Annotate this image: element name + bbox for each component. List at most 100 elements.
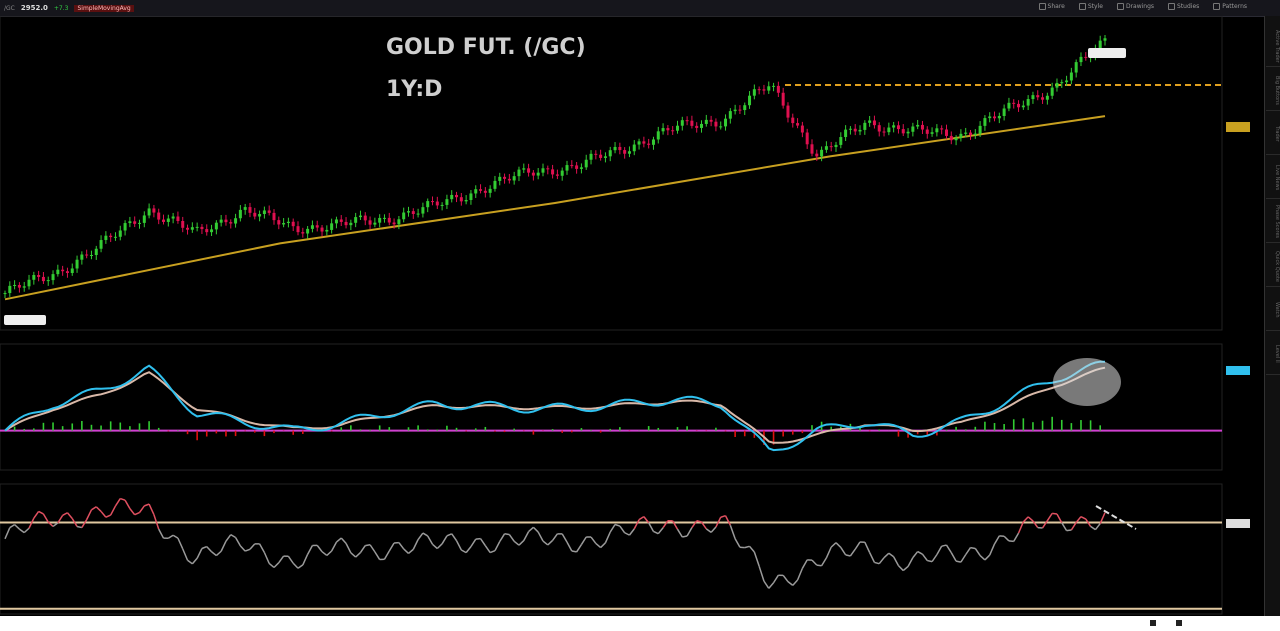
- rsi-segment: [234, 537, 242, 547]
- rsi-segment: [76, 525, 83, 529]
- candle-body: [27, 279, 31, 287]
- candle-body: [1060, 82, 1064, 84]
- rsi-segment: [792, 579, 799, 586]
- annotation-subtitle: 1Y:D: [386, 77, 442, 102]
- candle-body: [166, 218, 170, 222]
- candle-body: [3, 293, 7, 295]
- rsi-segment: [604, 531, 611, 544]
- candle-body: [320, 227, 324, 232]
- candle-body: [435, 201, 439, 206]
- candle-body: [99, 240, 103, 249]
- share-button[interactable]: Share: [1036, 2, 1068, 11]
- candle-body: [272, 212, 276, 221]
- candle-body: [181, 220, 185, 228]
- rsi-segment: [167, 534, 174, 539]
- rsi-segment: [974, 548, 981, 556]
- candle-body: [800, 125, 804, 133]
- candle-body: [661, 128, 665, 132]
- chart-area[interactable]: GOLD FUT. (/GC) 1Y:D: [0, 16, 1264, 616]
- candle-body: [344, 221, 348, 226]
- rsi-segment: [263, 552, 270, 564]
- candle-body: [949, 135, 953, 141]
- candle-body: [570, 165, 574, 167]
- bottom-marker: [1176, 620, 1182, 626]
- candle-body: [157, 212, 161, 220]
- sidebar-tab[interactable]: Big Buttons: [1266, 70, 1280, 111]
- sidebar-tab[interactable]: Phase Scores: [1266, 202, 1280, 243]
- sidebar-tab[interactable]: Active Trader: [1266, 26, 1280, 67]
- rsi-segment: [965, 547, 972, 556]
- rsi-segment: [772, 574, 779, 584]
- rsi-segment: [230, 533, 236, 539]
- studies-button[interactable]: Studies: [1165, 2, 1202, 11]
- sidebar-tab[interactable]: Live News: [1266, 158, 1280, 199]
- rsi-segment: [134, 511, 140, 516]
- candle-body: [402, 212, 406, 220]
- candle-body: [940, 128, 944, 130]
- rsi-segment: [989, 543, 996, 556]
- rsi-segment: [321, 551, 328, 557]
- rsi-segment: [710, 526, 717, 533]
- sidebar-tab[interactable]: Watch: [1266, 290, 1280, 331]
- rsi-segment: [335, 537, 342, 543]
- candle-body: [1050, 87, 1054, 96]
- candle-body: [724, 118, 728, 127]
- rsi-segment: [258, 543, 266, 553]
- candle-body: [1041, 97, 1045, 100]
- patterns-button[interactable]: Patterns: [1210, 2, 1250, 11]
- rsi-segment: [734, 538, 741, 548]
- rsi-segment: [705, 528, 712, 533]
- rsi-segment: [609, 524, 616, 533]
- rsi-segment: [23, 527, 30, 534]
- candle-body: [450, 194, 454, 200]
- rsi-segment: [153, 514, 160, 530]
- rsi-segment: [542, 540, 549, 546]
- rsi-segment: [955, 560, 962, 563]
- rsi-segment: [408, 548, 414, 554]
- sidebar-tab[interactable]: Level II: [1266, 334, 1280, 375]
- rsi-segment: [849, 548, 856, 557]
- study-tag[interactable]: SimpleMovingAvg: [74, 4, 134, 12]
- candle-body: [133, 221, 137, 224]
- candle-body: [61, 269, 65, 272]
- candle-body: [186, 227, 190, 230]
- drawings-button[interactable]: Drawings: [1114, 2, 1157, 11]
- rsi-segment: [1052, 512, 1058, 515]
- rsi-segment: [62, 512, 68, 517]
- rsi-segment: [1056, 513, 1063, 524]
- rsi-segment: [787, 581, 794, 586]
- rsi-segment: [782, 574, 789, 583]
- candle-body: [603, 156, 607, 158]
- candle-body: [229, 222, 233, 224]
- candle-body: [70, 268, 74, 274]
- sidebar-tab[interactable]: Quick Quote: [1266, 246, 1280, 287]
- rsi-segment: [1085, 518, 1092, 527]
- candle-body: [781, 92, 785, 106]
- rsi-segment: [42, 513, 49, 523]
- rsi-segment: [768, 582, 775, 589]
- rsi-segment: [57, 514, 64, 524]
- style-button[interactable]: Style: [1076, 2, 1106, 11]
- candle-body: [1021, 105, 1025, 108]
- candle-body: [195, 226, 199, 228]
- candle-body: [935, 128, 939, 133]
- candle-body: [142, 215, 146, 223]
- candle-body: [123, 223, 127, 231]
- candle-body: [190, 227, 194, 230]
- rsi-badge: [1226, 519, 1250, 528]
- candle-body: [599, 154, 603, 158]
- rsi-segment: [316, 544, 323, 553]
- candle-body: [334, 219, 338, 224]
- candle-body: [315, 225, 319, 228]
- rsi-segment: [81, 519, 88, 528]
- candle-body: [575, 165, 579, 169]
- candle-body: [210, 229, 214, 233]
- sidebar-tab[interactable]: Trader: [1266, 114, 1280, 155]
- candle-body: [248, 207, 252, 213]
- candle-body: [531, 172, 535, 176]
- rsi-segment: [14, 524, 20, 530]
- rsi-segment: [1061, 522, 1068, 531]
- symbol-field[interactable]: /GC: [4, 4, 15, 12]
- candle-body: [46, 280, 50, 282]
- rsi-segment: [484, 545, 491, 553]
